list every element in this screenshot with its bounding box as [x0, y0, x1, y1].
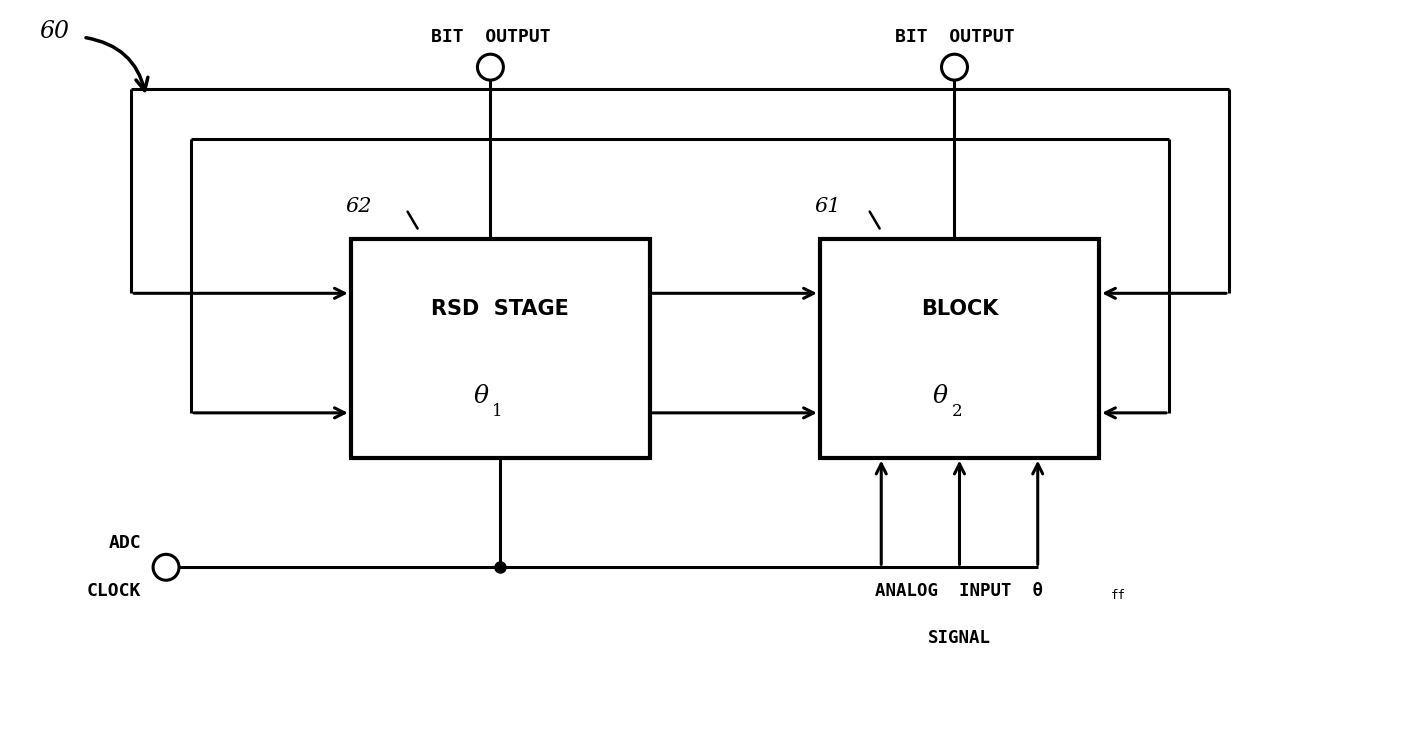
Text: 61: 61: [815, 197, 841, 216]
Text: θ: θ: [474, 384, 488, 408]
Text: ANALOG  INPUT  θ: ANALOG INPUT θ: [875, 582, 1043, 600]
Text: 62: 62: [346, 197, 372, 216]
Text: ADC: ADC: [108, 534, 142, 552]
Text: BLOCK: BLOCK: [921, 298, 998, 319]
Text: 2: 2: [952, 402, 962, 420]
Text: RSD  STAGE: RSD STAGE: [432, 298, 569, 319]
Bar: [820, 239, 1099, 458]
Text: BIT  OUTPUT: BIT OUTPUT: [894, 28, 1014, 46]
Text: 60: 60: [39, 19, 69, 43]
Text: 1: 1: [492, 402, 503, 420]
Text: θ: θ: [932, 384, 948, 408]
Text: ff: ff: [1112, 589, 1126, 602]
Text: CLOCK: CLOCK: [87, 582, 142, 600]
Bar: [350, 239, 651, 458]
Text: BIT  OUTPUT: BIT OUTPUT: [430, 28, 550, 46]
Text: SIGNAL: SIGNAL: [928, 629, 991, 647]
